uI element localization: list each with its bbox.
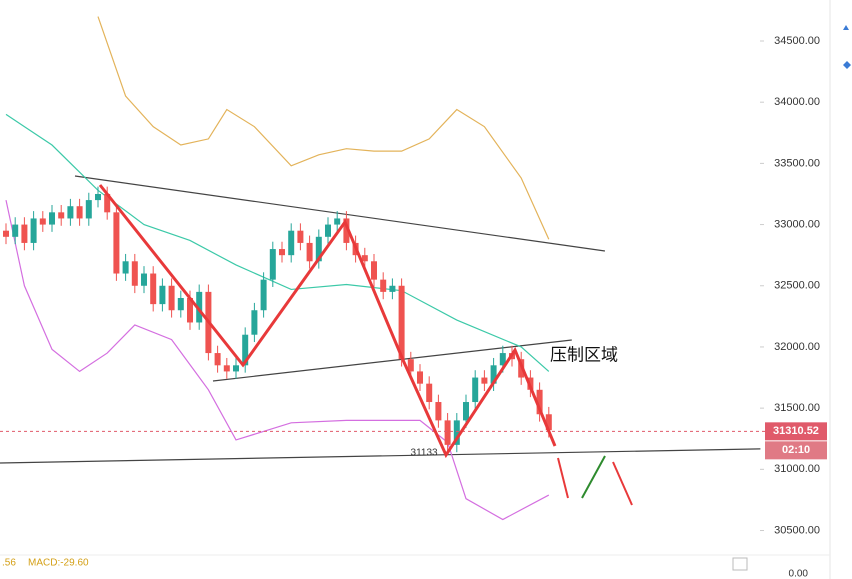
countdown-box [765,441,827,460]
candle-body [21,224,28,243]
candle-body [453,420,460,445]
candle-body [131,261,138,286]
candle-body [214,353,221,366]
candle-body [536,389,543,415]
candle-body [279,249,285,256]
candle-body [122,261,129,274]
annotation: 压制区域 [550,345,618,364]
candle-body [435,402,442,421]
candle-body [150,273,157,305]
expand-icon[interactable] [732,557,748,571]
macd-zero: 0.00 [789,569,809,579]
candle-body [168,285,175,311]
candle-body [343,218,350,243]
candle-body [472,377,479,403]
overlay-line [5,199,550,521]
candle-body [251,310,258,335]
candle-body [95,193,101,201]
y-tick-label: 30500.00 [774,524,820,536]
future-arrows [557,455,633,506]
candle-body [490,365,497,384]
candle-body [371,261,377,280]
y-tick-label: 32000.00 [774,341,820,353]
candle-body [187,297,193,323]
candle-body [315,236,322,262]
candle-body [177,297,184,311]
candle-body [260,279,267,311]
trendline [0,448,761,464]
candle-body [325,224,331,237]
candle-body [481,377,488,384]
candle-body [159,285,166,305]
y-tick-label: 34500.00 [774,35,820,47]
candle-body [58,212,65,219]
candle-body [49,212,55,225]
candle-body [67,206,74,219]
candle-body [113,212,120,274]
candle-body [417,371,423,384]
candle-body [334,218,341,225]
candle-body [30,218,37,243]
candle-body [444,420,451,445]
candle-body [269,249,276,280]
trendline [74,175,606,252]
low-marker: 31133 [411,448,439,459]
candle-body [223,365,230,372]
y-tick-label: 31000.00 [774,463,820,475]
candle-body [3,230,9,237]
side-icons[interactable] [843,25,851,69]
candle-body [407,359,414,372]
y-tick-label: 34000.00 [774,96,820,108]
countdown-label: 02:10 [782,444,810,456]
candle-body [380,279,387,292]
overlay-line [97,16,550,240]
candle-body [499,353,506,366]
y-tick-label: 31500.00 [774,402,820,414]
candle-body [12,224,19,237]
macd-prev: .56 [2,558,16,569]
candle-body [242,334,249,366]
candle-body [426,383,433,403]
candle-body [141,273,147,286]
candle-body [463,402,469,421]
last-price-label: 31310.52 [773,425,819,437]
arrows [98,184,557,459]
candle-body [85,200,92,219]
candle-body [196,291,203,323]
macd-label: MACD:-29.60 [28,558,89,569]
y-tick-label: 33000.00 [774,218,820,230]
candle-body [39,218,46,225]
y-tick-label: 32500.00 [774,280,820,292]
candle-body [288,230,295,256]
candle-body [545,414,552,431]
candle-body [361,255,368,262]
candle-body [76,206,83,219]
y-tick-label: 33500.00 [774,157,820,169]
candle-body [389,285,396,292]
candle-body [306,242,313,262]
candle-body [233,365,239,372]
last-price-box [765,422,827,441]
candle-body [104,193,111,213]
candle-body [398,285,405,360]
candle-body [297,230,304,243]
